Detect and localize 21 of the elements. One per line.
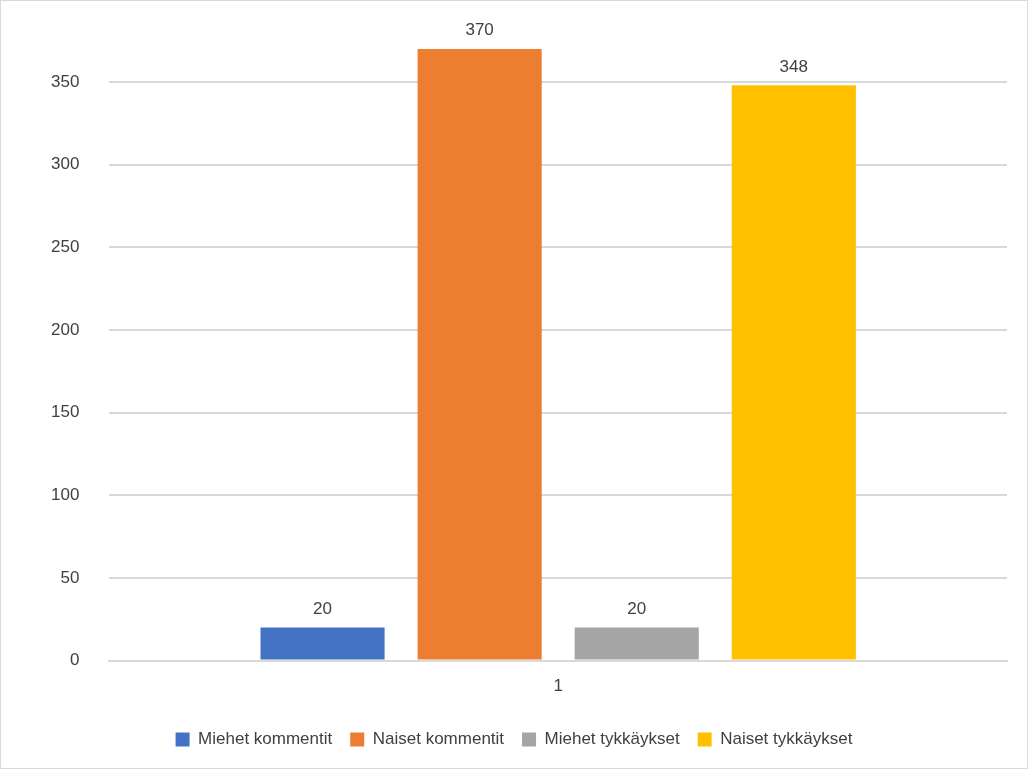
legend-label: Naiset tykkäykset	[720, 729, 853, 749]
y-tick-label: 250	[50, 237, 80, 257]
data-label: 370	[465, 20, 494, 40]
bar	[574, 627, 699, 660]
legend-label: Miehet kommentit	[198, 729, 333, 749]
bar	[417, 49, 542, 660]
data-label: 348	[779, 56, 808, 76]
y-tick-label: 300	[50, 154, 80, 174]
y-tick-label: 0	[69, 650, 80, 670]
bar	[731, 85, 856, 660]
x-tick-label: 1	[553, 676, 563, 696]
y-tick-label: 350	[50, 71, 80, 91]
y-tick-label: 150	[50, 402, 80, 422]
data-label: 20	[313, 598, 333, 618]
bar	[260, 627, 385, 660]
data-label: 20	[627, 598, 647, 618]
y-tick-label: 50	[60, 567, 80, 587]
legend-label: Naiset kommentit	[372, 729, 505, 749]
legend-label: Miehet tykkäykset	[544, 729, 680, 749]
y-tick-label: 200	[50, 319, 80, 339]
y-tick-label: 100	[50, 484, 80, 504]
